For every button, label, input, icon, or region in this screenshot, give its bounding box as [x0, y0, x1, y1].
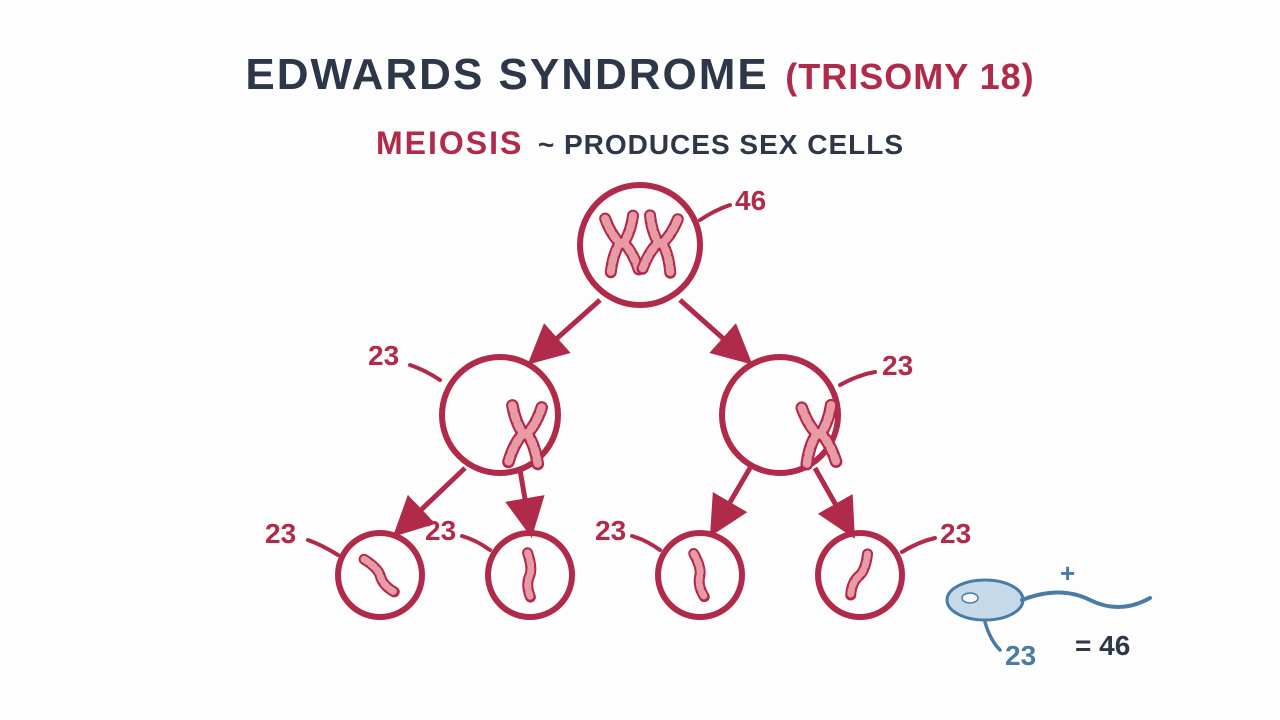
arrow-left-g2	[520, 470, 530, 528]
label-grand3-23: 23	[595, 515, 626, 547]
label-child-right-23: 23	[882, 350, 913, 382]
label-grand2-23: 23	[425, 515, 456, 547]
meiosis-diagram	[0, 0, 1280, 720]
label-parent-46: 46	[735, 185, 766, 217]
arrow-right-g3	[715, 468, 750, 528]
result-46: = 46	[1075, 630, 1130, 662]
arrow-parent-right	[680, 300, 745, 358]
label-child-left-23: 23	[368, 340, 399, 372]
parent-cell	[580, 185, 700, 305]
arrow-parent-left	[535, 300, 600, 358]
sperm-plus: +	[1060, 558, 1075, 589]
child-right-cell	[722, 357, 838, 473]
sperm-label-23: 23	[1005, 640, 1036, 672]
label-grand1-23: 23	[265, 518, 296, 550]
arrow-right-g4	[815, 468, 850, 530]
label-grand4-23: 23	[940, 518, 971, 550]
